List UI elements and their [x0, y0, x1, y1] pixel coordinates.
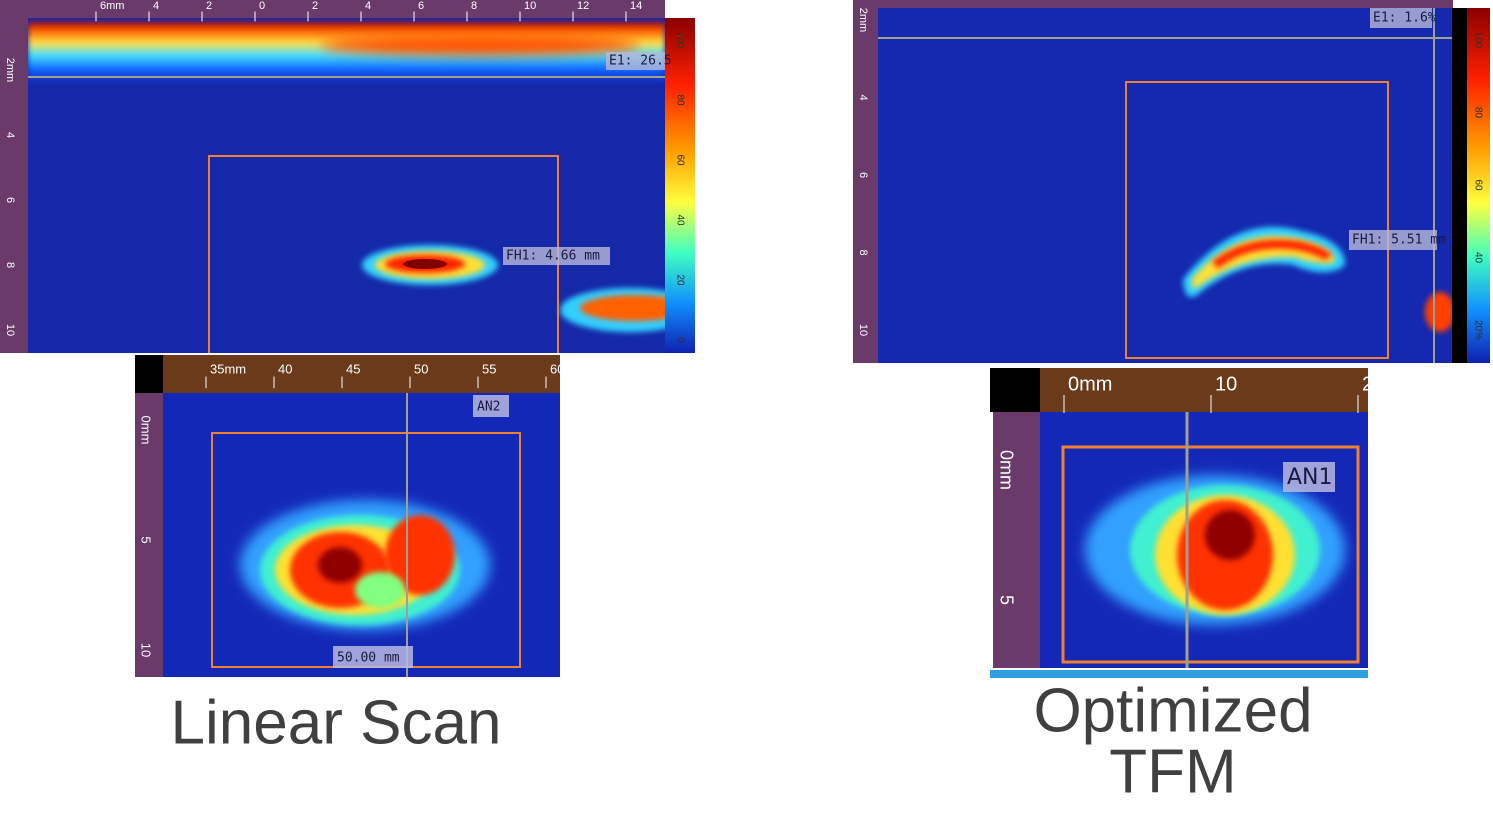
image [878, 8, 1452, 363]
label-box [503, 247, 610, 265]
fh1-label: FH1: 5.51 mm [1352, 233, 1446, 248]
tfm-sscan: E1: 1.6% FH1: 5.51 mm [853, 0, 1490, 363]
ruler-label: 6 [4, 197, 16, 203]
ruler-label: 50 [414, 361, 428, 376]
ruler-label: 10 [4, 324, 16, 336]
color-scale [1467, 8, 1490, 363]
ruler-label: 2 [1362, 373, 1373, 395]
ruler-label: 0 [259, 0, 265, 12]
ruler-label: 4 [857, 94, 869, 100]
left-ruler [993, 412, 1040, 668]
caption: TFM [1109, 737, 1236, 806]
ruler-label: 4 [4, 132, 16, 138]
scale-label: 80 [674, 94, 685, 106]
ruler-label: 60 [550, 361, 564, 376]
scale-label: 0 [674, 337, 685, 343]
ruler-label: 5 [139, 536, 154, 543]
scale-label: 20 [674, 274, 685, 286]
ruler-label: 6mm [100, 0, 124, 12]
ruler-label: 14 [630, 0, 642, 12]
ruler-label: 0mm [1068, 373, 1112, 395]
an2-label: AN2 [477, 400, 500, 415]
ruler-label: 10 [857, 324, 869, 336]
ruler-label: 5 [996, 595, 1016, 605]
position-label: 50.00 mm [337, 651, 400, 666]
ruler-label: 8 [857, 249, 869, 255]
scale-label: 40 [674, 214, 685, 226]
scale-label: 100 [674, 32, 685, 49]
ruler-label: 8 [4, 262, 16, 268]
left-ruler [0, 18, 28, 353]
label-box [606, 52, 665, 70]
caption: Linear Scan [171, 688, 502, 757]
ruler-label: 10 [524, 0, 536, 12]
ruler-label: 2 [206, 0, 212, 12]
scale-label: 80 [1472, 107, 1483, 119]
e1-label: E1: 26.5 [609, 54, 672, 69]
scale-label: 20% [1472, 320, 1483, 340]
ruler-label: 6 [418, 0, 424, 12]
top-ruler [0, 0, 665, 18]
ruler-label: 10 [1215, 373, 1237, 395]
left-ruler [853, 8, 878, 363]
ruler-label: 2mm [4, 58, 16, 82]
scale-label: 100 [1472, 32, 1483, 49]
scale-label: 60 [1472, 179, 1483, 191]
ruler-label: 40 [278, 361, 292, 376]
linear-sscan: E1: 26.5 FH1: 4.66 mm [0, 0, 695, 353]
image-content [28, 22, 665, 353]
ruler-label: 0mm [996, 450, 1016, 490]
caption: Optimized [1033, 676, 1312, 745]
ruler-label: 4 [153, 0, 159, 12]
top-ruler [853, 0, 1453, 8]
scale-label: 60 [674, 154, 685, 166]
ruler-label: 55 [482, 361, 496, 376]
scale-label: 40 [1472, 252, 1483, 264]
color-scale [665, 18, 695, 353]
linear-cscan: AN2 50.00 mm [135, 355, 560, 677]
fh1-label: FH1: 4.66 mm [506, 249, 600, 264]
an1-label: AN1 [1287, 465, 1333, 490]
ruler-label: 0mm [139, 416, 154, 445]
ruler-label: 4 [365, 0, 371, 12]
ruler-label: 35mm [210, 361, 246, 376]
ruler-label: 2mm [857, 8, 869, 32]
ruler-label: 6 [857, 172, 869, 178]
left-ruler [135, 393, 163, 677]
ruler-label: 45 [346, 361, 360, 376]
tfm-cscan: AN1 [990, 368, 1368, 678]
e1-label: E1: 1.6% [1373, 11, 1436, 26]
ruler-label: 10 [139, 643, 154, 657]
ruler-label: 8 [471, 0, 477, 12]
ruler-label: 2 [312, 0, 318, 12]
top-ruler [1040, 368, 1368, 412]
ruler-label: 12 [577, 0, 589, 12]
